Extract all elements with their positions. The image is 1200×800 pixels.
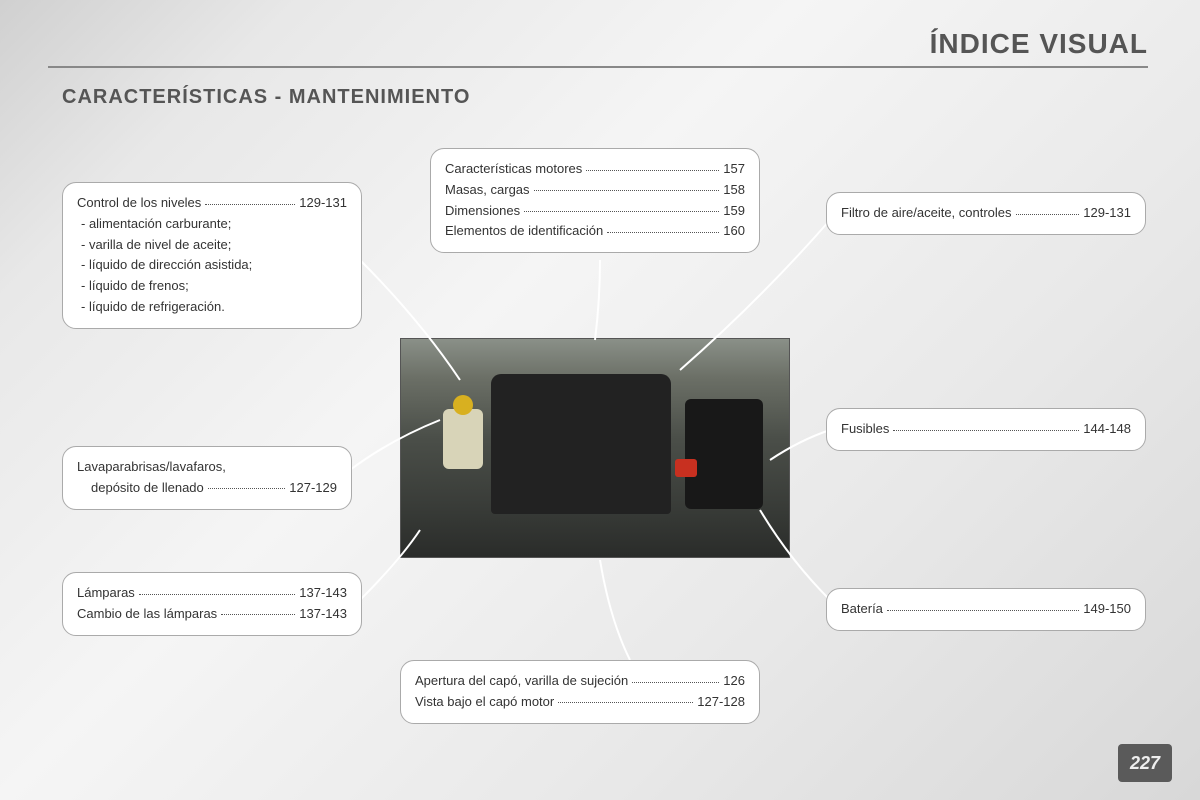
callout-label: Lámparas <box>77 583 135 604</box>
leader-dots <box>893 419 1079 431</box>
callout-label: Dimensiones <box>445 201 520 222</box>
bullet-item: - líquido de refrigeración. <box>81 297 347 318</box>
callout-label: Lavaparabrisas/lavafaros, <box>77 457 337 478</box>
callout-battery: Batería 149-150 <box>826 588 1146 631</box>
page-ref: 137-143 <box>299 583 347 604</box>
leader-dots <box>205 193 295 205</box>
page-ref: 127-128 <box>697 692 745 713</box>
page-ref: 144-148 <box>1083 419 1131 440</box>
leader-dots <box>586 159 719 171</box>
callout-label: Batería <box>841 599 883 620</box>
cap-shape <box>453 395 473 415</box>
callout-lamps: Lámparas 137-143 Cambio de las lámparas … <box>62 572 362 636</box>
callout-label: Elementos de identificación <box>445 221 603 242</box>
callout-washer: Lavaparabrisas/lavafaros, depósito de ll… <box>62 446 352 510</box>
callout-label: Vista bajo el capó motor <box>415 692 554 713</box>
callout-label: Cambio de las lámparas <box>77 604 217 625</box>
page-ref: 127-129 <box>289 478 337 499</box>
page-ref: 149-150 <box>1083 599 1131 620</box>
page-ref: 158 <box>723 180 745 201</box>
manual-page: ÍNDICE VISUAL CARACTERÍSTICAS - MANTENIM… <box>0 0 1200 800</box>
callout-label: depósito de llenado <box>77 478 204 499</box>
callout-label: Apertura del capó, varilla de sujeción <box>415 671 628 692</box>
engine-bay-photo <box>400 338 790 558</box>
page-header-title: ÍNDICE VISUAL <box>48 28 1148 68</box>
callout-fuses: Fusibles 144-148 <box>826 408 1146 451</box>
leader-dots <box>139 583 295 595</box>
battery-terminal-shape <box>675 459 697 477</box>
callout-label: Masas, cargas <box>445 180 530 201</box>
page-ref: 129-131 <box>299 193 347 214</box>
leader-dots <box>887 599 1079 611</box>
leader-dots <box>1016 203 1080 215</box>
page-ref: 126 <box>723 671 745 692</box>
page-ref: 159 <box>723 201 745 222</box>
page-ref: 157 <box>723 159 745 180</box>
reservoir-shape <box>443 409 483 469</box>
page-ref: 160 <box>723 221 745 242</box>
leader-dots <box>221 604 295 616</box>
callout-hood: Apertura del capó, varilla de sujeción 1… <box>400 660 760 724</box>
page-ref: 129-131 <box>1083 203 1131 224</box>
bullet-item: - alimentación carburante; <box>81 214 347 235</box>
page-number: 227 <box>1118 744 1172 782</box>
callout-filter: Filtro de aire/aceite, controles 129-131 <box>826 192 1146 235</box>
bullet-item: - varilla de nivel de aceite; <box>81 235 347 256</box>
leader-dots <box>534 180 720 192</box>
callout-label: Características motores <box>445 159 582 180</box>
callout-specs: Características motores 157 Masas, carga… <box>430 148 760 253</box>
callout-levels: Control de los niveles 129-131 - aliment… <box>62 182 362 329</box>
leader-dots <box>607 221 719 233</box>
leader-dots <box>632 671 719 683</box>
leader-dots <box>524 201 719 213</box>
page-ref: 137-143 <box>299 604 347 625</box>
callout-label: Filtro de aire/aceite, controles <box>841 203 1012 224</box>
bullet-item: - líquido de dirección asistida; <box>81 255 347 276</box>
callout-label: Fusibles <box>841 419 889 440</box>
callout-label: Control de los niveles <box>77 193 201 214</box>
leader-dots <box>558 692 693 704</box>
leader-dots <box>208 478 286 490</box>
bullet-item: - líquido de frenos; <box>81 276 347 297</box>
section-title: CARACTERÍSTICAS - MANTENIMIENTO <box>62 86 470 109</box>
